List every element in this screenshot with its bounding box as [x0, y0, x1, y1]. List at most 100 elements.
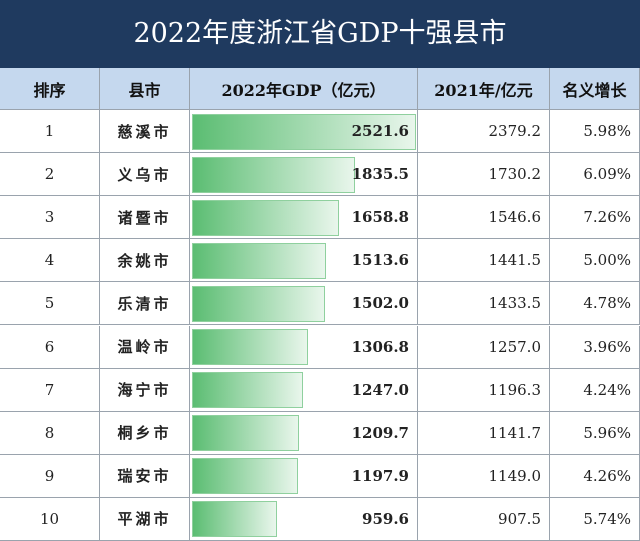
- cell-text: 2: [44, 165, 55, 184]
- cell-text: 4.26%: [583, 466, 631, 485]
- cell: 907.5: [418, 497, 550, 541]
- cell: 温岭市: [100, 325, 190, 369]
- cell: 1141.7: [418, 411, 550, 455]
- cell: 1209.7: [190, 411, 418, 455]
- cell: 1: [0, 110, 100, 154]
- data-bar: [192, 329, 309, 366]
- data-bar: [192, 372, 303, 409]
- cell-text: 9: [44, 466, 55, 485]
- cell-text: 诸暨市: [117, 208, 172, 227]
- cell-text: 1502.0: [351, 294, 409, 313]
- cell-text: 10: [39, 509, 60, 528]
- cell-text: 1433.5: [488, 294, 542, 313]
- cell: 1441.5: [418, 239, 550, 283]
- cell: 4.26%: [550, 454, 640, 498]
- cell-text: 1513.6: [351, 251, 409, 270]
- cell-text: 乐清市: [117, 294, 172, 313]
- cell: 平湖市: [100, 497, 190, 541]
- cell-text: 4.78%: [583, 294, 631, 313]
- data-bar: [192, 458, 299, 495]
- title: 2022年度浙江省GDP十强县市: [0, 0, 640, 68]
- cell-text: 1306.8: [351, 337, 409, 356]
- cell: 10: [0, 497, 100, 541]
- cell-text: 1141.7: [488, 423, 542, 442]
- cell: 1306.8: [190, 325, 418, 369]
- cell-text: 1: [44, 122, 55, 141]
- data-bar: [192, 285, 326, 322]
- cell: 5.96%: [550, 411, 640, 455]
- cell: 8: [0, 411, 100, 455]
- cell: 1730.2: [418, 153, 550, 197]
- cell: 1197.9: [190, 454, 418, 498]
- cell: 1257.0: [418, 325, 550, 369]
- cell: 9: [0, 454, 100, 498]
- cell-text: 2521.6: [351, 122, 409, 141]
- cell: 7: [0, 368, 100, 412]
- cell: 6.09%: [550, 153, 640, 197]
- cell-text: 4: [44, 251, 55, 270]
- cell-text: 平湖市: [117, 510, 172, 529]
- cell: 959.6: [190, 497, 418, 541]
- cell-text: 2379.2: [488, 122, 542, 141]
- cell: 2: [0, 153, 100, 197]
- cell-text: 5.74%: [583, 509, 631, 528]
- cell-text: 7.26%: [583, 208, 631, 227]
- cell: 1149.0: [418, 454, 550, 498]
- cell-text: 1441.5: [488, 251, 542, 270]
- data-bar: [192, 242, 327, 279]
- cell-text: 瑞安市: [117, 467, 172, 486]
- cell-text: 907.5: [498, 509, 541, 528]
- cell-text: 1835.5: [351, 165, 409, 184]
- cell: 桐乡市: [100, 411, 190, 455]
- cell-text: 5.98%: [583, 122, 631, 141]
- cell: 3.96%: [550, 325, 640, 369]
- cell: 5.74%: [550, 497, 640, 541]
- cell: 慈溪市: [100, 110, 190, 154]
- cell-text: 6: [44, 337, 55, 356]
- cell-text: 3: [44, 208, 55, 227]
- cell-text: 3.96%: [583, 337, 631, 356]
- cell-text: 1247.0: [351, 380, 409, 399]
- cell: 1546.6: [418, 196, 550, 240]
- cell: 4: [0, 239, 100, 283]
- cell-text: 1197.9: [351, 466, 409, 485]
- cell-text: 余姚市: [117, 251, 172, 270]
- cell: 5: [0, 282, 100, 326]
- data-bar: [192, 113, 416, 150]
- column-header: 2022年GDP（亿元）: [190, 68, 418, 110]
- cell-text: 8: [44, 423, 55, 442]
- cell-text: 慈溪市: [117, 122, 172, 141]
- cell-text: 4.24%: [583, 380, 631, 399]
- cell: 诸暨市: [100, 196, 190, 240]
- cell: 1835.5: [190, 153, 418, 197]
- cell: 4.24%: [550, 368, 640, 412]
- cell-text: 1196.3: [488, 380, 542, 399]
- data-bar: [192, 501, 278, 538]
- cell: 1658.8: [190, 196, 418, 240]
- data-bar: [192, 415, 300, 452]
- table: 排序 县市 2022年GDP（亿元） 2021年/亿元 名义增长 1 慈溪市 2521.6 23…: [0, 68, 640, 541]
- column-header: 名义增长: [550, 68, 640, 110]
- cell-text: 7: [44, 380, 55, 399]
- column-header: 排序: [0, 68, 100, 110]
- cell: 义乌市: [100, 153, 190, 197]
- cell: 瑞安市: [100, 454, 190, 498]
- cell-text: 6.09%: [583, 165, 631, 184]
- cell-text: 1546.6: [488, 208, 542, 227]
- cell: 6: [0, 325, 100, 369]
- cell-text: 1658.8: [351, 208, 409, 227]
- cell-text: 959.6: [362, 509, 409, 528]
- cell: 1196.3: [418, 368, 550, 412]
- cell-text: 5.00%: [583, 251, 631, 270]
- cell-text: 桐乡市: [117, 424, 172, 443]
- cell-text: 海宁市: [117, 381, 172, 400]
- cell-text: 1209.7: [351, 423, 409, 442]
- cell-text: 5.96%: [583, 423, 631, 442]
- cell: 2521.6: [190, 110, 418, 154]
- cell: 1513.6: [190, 239, 418, 283]
- cell: 乐清市: [100, 282, 190, 326]
- cell: 1247.0: [190, 368, 418, 412]
- column-header: 县市: [100, 68, 190, 110]
- cell: 5.98%: [550, 110, 640, 154]
